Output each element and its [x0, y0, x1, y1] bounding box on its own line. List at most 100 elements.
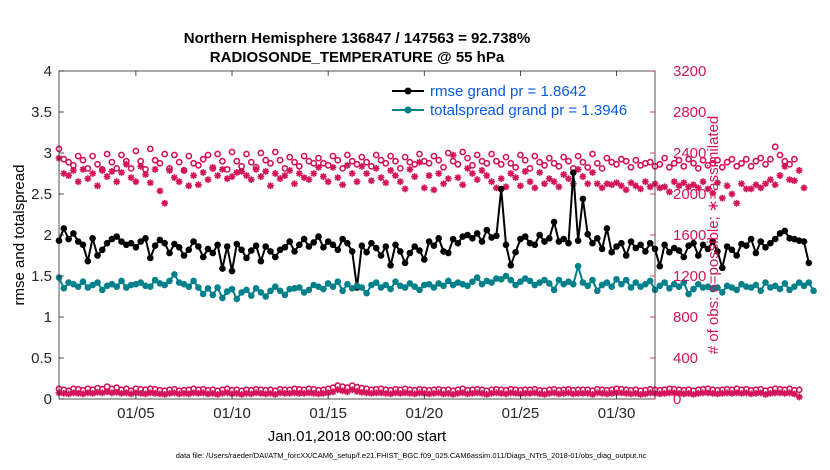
totalspread-point [695, 280, 702, 288]
assimilated-marker [295, 170, 303, 177]
assimilated-low-marker [219, 389, 226, 397]
assimilated-low-marker [627, 390, 635, 398]
assimilated-marker [166, 167, 173, 174]
assimilated-low-marker [60, 389, 68, 397]
totalspread-point [430, 284, 438, 291]
totalspread-point [358, 284, 366, 291]
assimilated-marker [781, 162, 789, 170]
assimilated-marker [353, 178, 361, 186]
assimilated-marker [800, 184, 808, 192]
totalspread-point [195, 284, 202, 291]
totalspread-point [555, 276, 563, 284]
totalspread-point [190, 277, 197, 285]
rmse-point [714, 248, 721, 255]
assimilated-low-marker [74, 389, 82, 397]
assimilated-marker [228, 173, 236, 180]
totalspread-point [363, 289, 370, 297]
possible-marker [214, 150, 221, 158]
rmse-point [550, 218, 558, 226]
rmse-point [94, 252, 101, 259]
possible-marker [257, 149, 265, 157]
assimilated-low-marker [478, 389, 486, 397]
totalspread-point [594, 287, 601, 295]
rmse-point [579, 195, 587, 203]
totalspread-point [497, 276, 505, 283]
assimilated-low-marker [680, 390, 688, 398]
possible-marker [521, 156, 529, 164]
assimilated-marker [267, 182, 274, 190]
rmse-point [767, 239, 774, 247]
assimilated-marker [675, 182, 683, 190]
possible-marker [271, 148, 279, 156]
assimilated-low-marker [372, 389, 380, 397]
assimilated-marker [608, 181, 616, 189]
rmse-point [521, 233, 529, 240]
totalspread-point [305, 286, 313, 294]
possible-marker [416, 150, 423, 158]
rmse-point [445, 249, 452, 257]
assimilated-low-marker [151, 389, 159, 397]
possible-marker [170, 151, 178, 159]
totalspread-point [613, 276, 620, 283]
assimilated-low-marker [569, 390, 577, 398]
possible-marker [622, 157, 630, 165]
assimilated-low-marker [545, 389, 553, 397]
rmse-point [536, 231, 543, 239]
possible-marker [603, 154, 611, 162]
assimilated-low-marker [762, 390, 769, 398]
possible-marker [526, 164, 534, 172]
totalspread-point [171, 271, 178, 278]
assimilated-low-marker [699, 389, 707, 397]
assimilated-low-marker [786, 389, 793, 397]
possible-marker [459, 148, 467, 156]
possible-marker [286, 153, 294, 161]
totalspread-point [185, 283, 193, 291]
rmse-point [267, 248, 274, 255]
rmse-point [473, 230, 481, 237]
possible-marker [694, 164, 702, 172]
assimilated-low-marker [690, 390, 697, 398]
assimilated-low-marker [262, 390, 270, 398]
assimilated-low-marker [180, 389, 188, 397]
rmse-point [608, 248, 615, 256]
totalspread-point [685, 290, 692, 298]
assimilated-low-marker [598, 389, 606, 397]
totalspread-point [238, 289, 245, 296]
rmse-point [478, 238, 486, 245]
possible-marker [348, 157, 356, 165]
totalspread-point [257, 289, 265, 296]
rmse-point [79, 241, 87, 249]
assimilated-low-marker [449, 390, 457, 398]
totalspread-point [252, 285, 260, 292]
assimilated-marker [363, 170, 371, 177]
assimilated-marker [603, 180, 611, 188]
totalspread-point [800, 282, 808, 290]
assimilated-low-marker [122, 389, 130, 397]
plot-area [55, 143, 817, 401]
totalspread-point [488, 279, 495, 286]
totalspread-point [94, 279, 101, 286]
totalspread-point [411, 283, 419, 291]
rmse-point [272, 253, 279, 261]
assimilated-marker [305, 176, 313, 184]
possible-marker [483, 159, 491, 167]
possible-marker [507, 159, 515, 167]
legend-totalspread-label: totalspread grand pr = 1.3946 [430, 102, 627, 119]
rmse-point [454, 239, 462, 247]
assimilated-marker [555, 183, 563, 191]
y-right-tick-label: 1600 [673, 227, 706, 244]
assimilated-marker [584, 180, 592, 188]
assimilated-marker [690, 181, 697, 189]
possible-marker [247, 158, 255, 166]
assimilated-marker [497, 175, 505, 183]
assimilated-marker [694, 184, 702, 192]
possible-marker [204, 151, 212, 159]
possible-low-marker [795, 386, 803, 394]
possible-marker [329, 152, 337, 160]
rmse-point [594, 235, 601, 242]
assimilated-low-marker [310, 389, 318, 397]
assimilated-marker [271, 170, 279, 177]
possible-marker [108, 158, 116, 166]
assimilated-marker [247, 176, 255, 184]
possible-marker [79, 156, 87, 164]
